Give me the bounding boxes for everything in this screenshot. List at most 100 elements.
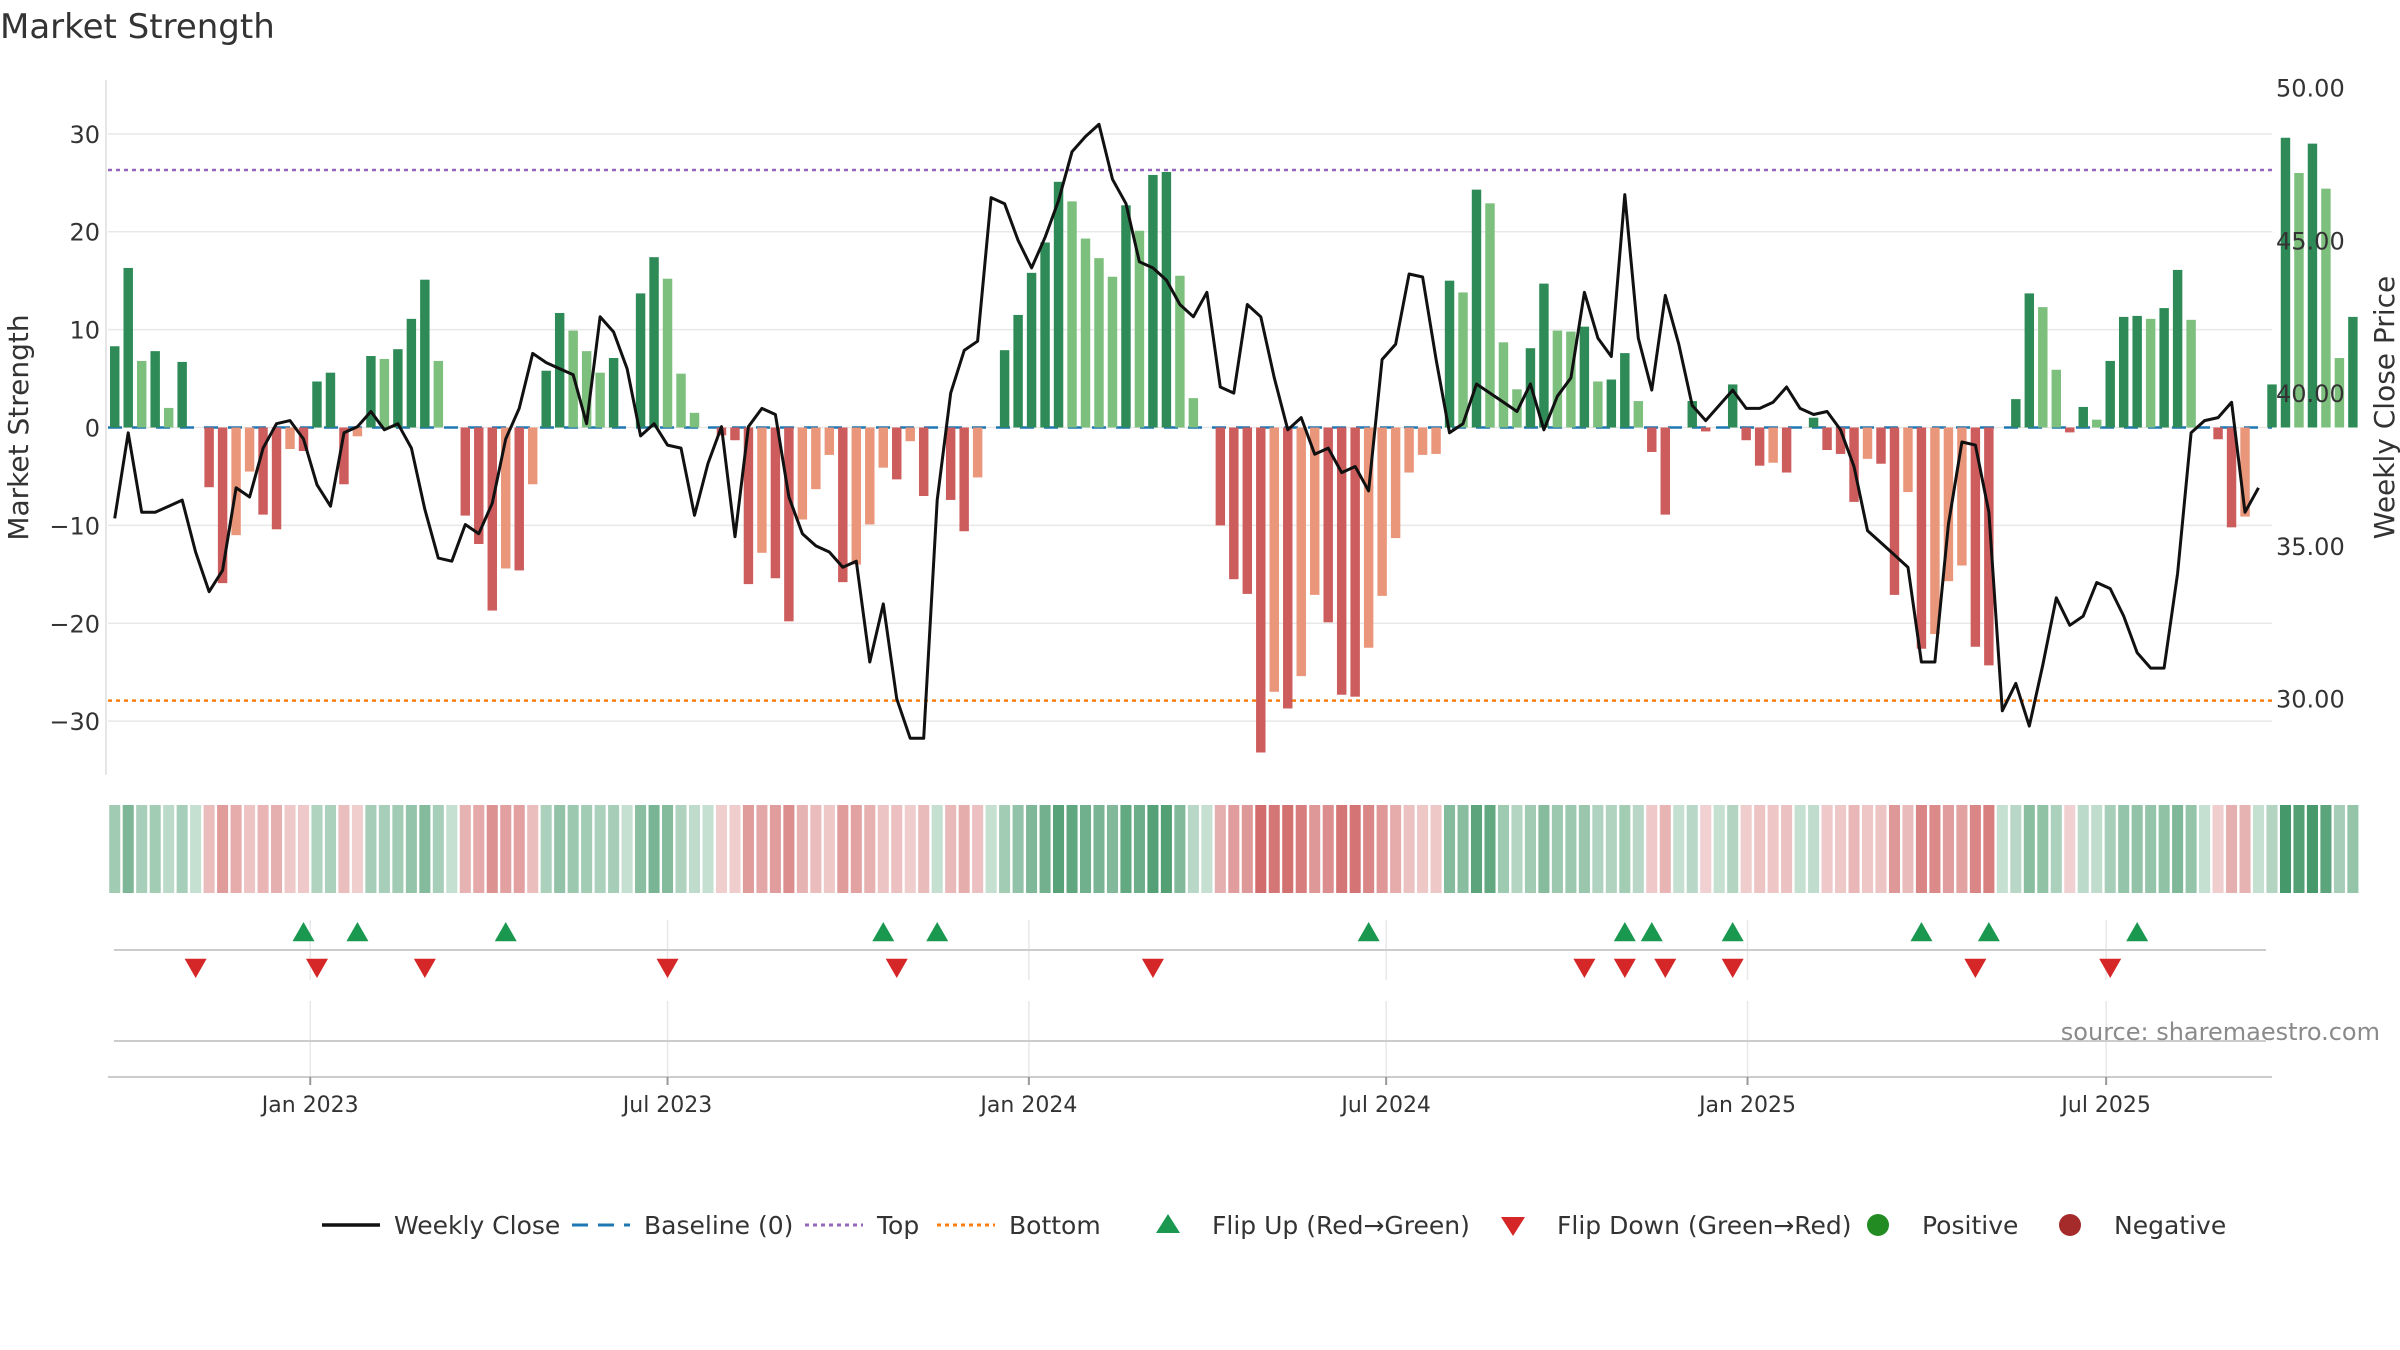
grid-lines: [108, 133, 2272, 1077]
heat-cell: [1363, 805, 1375, 893]
heat-cell: [257, 805, 269, 893]
strength-bar: [2118, 316, 2129, 428]
strength-bar: [136, 360, 147, 428]
heat-cell: [1754, 805, 1766, 893]
heat-cell: [2199, 805, 2211, 893]
heat-cell: [756, 805, 768, 893]
strength-bar: [2145, 318, 2156, 428]
strength-bar: [2186, 319, 2196, 428]
flip-down-marker: [656, 958, 679, 978]
strength-bar: [1471, 189, 1482, 428]
heat-cell: [1808, 805, 1820, 893]
strength-bar: [527, 427, 538, 485]
strength-bar: [959, 427, 969, 532]
heat-cell: [297, 805, 310, 893]
strength-bar: [2213, 427, 2223, 440]
strength-bar: [2348, 316, 2358, 428]
y-tick-label: −10: [49, 512, 100, 540]
strength-bar: [1485, 203, 1495, 428]
heat-cell: [2077, 805, 2089, 893]
strength-bar: [325, 372, 336, 428]
heat-cell: [1120, 805, 1132, 893]
flip-up-marker: [1357, 922, 1380, 942]
heat-cell: [149, 805, 161, 893]
close-line-group: [113, 122, 2260, 740]
legend-positive-swatch: [1867, 1214, 1889, 1236]
strength-bar: [2078, 406, 2088, 428]
heat-cell: [648, 805, 660, 893]
strength-bar: [1808, 417, 1819, 428]
strength-bar: [905, 427, 915, 442]
heat-cell: [2010, 805, 2022, 893]
heat-cell: [1012, 805, 1024, 893]
heat-cell: [2064, 805, 2076, 893]
strength-bar: [608, 358, 619, 428]
y-tick-label: −20: [49, 610, 100, 638]
strength-bar: [1107, 276, 1118, 428]
heat-cell: [1632, 805, 1644, 893]
heat-cell: [1659, 805, 1671, 893]
strength-bar: [258, 427, 268, 515]
strength-bar: [1175, 275, 1185, 428]
y2-tick-label: 45.00: [2276, 227, 2345, 255]
legend-label: Positive: [1922, 1211, 2018, 1240]
heat-cell: [702, 805, 714, 893]
heat-cell: [904, 805, 916, 893]
strength-bar: [1889, 427, 1900, 595]
strength-bar: [1336, 427, 1347, 695]
heat-cell: [1592, 805, 1604, 893]
heat-cell: [594, 805, 606, 893]
strength-bar: [2321, 188, 2331, 428]
strength-bar: [1229, 427, 1239, 580]
heat-cell: [405, 805, 417, 893]
strength-bar: [635, 293, 646, 428]
strength-bar: [1377, 427, 1387, 596]
heat-cell: [311, 805, 323, 893]
strength-bar: [177, 361, 187, 428]
heat-cell: [2333, 805, 2345, 893]
heat-cell: [176, 805, 188, 893]
strength-bar: [1606, 379, 1617, 428]
strength-bar: [406, 318, 417, 428]
strength-bar: [2132, 315, 2142, 428]
legend-label: Flip Up (Red→Green): [1212, 1211, 1470, 1240]
heat-cell: [378, 805, 390, 893]
heat-cell: [2131, 805, 2143, 893]
strength-bar: [999, 350, 1010, 428]
heat-cell: [837, 805, 849, 893]
heat-cell: [1538, 805, 1550, 893]
heat-cell: [2306, 805, 2318, 893]
heat-cell: [392, 805, 404, 893]
heat-cell: [271, 805, 283, 893]
heat-cell: [1309, 805, 1321, 893]
heat-cell: [1983, 805, 1995, 893]
heat-cell: [1686, 805, 1698, 893]
heat-cell: [1444, 805, 1456, 893]
legend-label: Negative: [2114, 1211, 2226, 1240]
flip-down-marker: [1573, 958, 1596, 978]
heat-cell: [1093, 805, 1105, 893]
heat-cell: [810, 805, 822, 893]
flip-up-marker: [346, 922, 369, 942]
strength-bar: [824, 427, 835, 455]
heat-cell: [2279, 805, 2292, 893]
strength-bar: [878, 427, 888, 468]
strength-bar: [784, 427, 794, 622]
strength-bar: [474, 427, 484, 544]
legend-label: Baseline (0): [644, 1211, 793, 1240]
heat-cell: [2172, 805, 2184, 893]
heat-cell: [500, 805, 512, 893]
heat-cell: [324, 805, 336, 893]
flip-up-marker: [1721, 922, 1744, 942]
strength-bar: [204, 427, 214, 488]
heat-cell: [1484, 805, 1496, 893]
heat-cell: [931, 805, 943, 893]
flip-markers: [114, 922, 2266, 978]
strength-bar: [163, 407, 174, 428]
heat-cell: [217, 805, 229, 893]
heat-cell: [365, 805, 377, 893]
heat-cell: [2266, 805, 2278, 893]
strength-bar: [865, 427, 875, 525]
heat-cell: [877, 805, 889, 893]
strength-bar: [2105, 360, 2115, 428]
